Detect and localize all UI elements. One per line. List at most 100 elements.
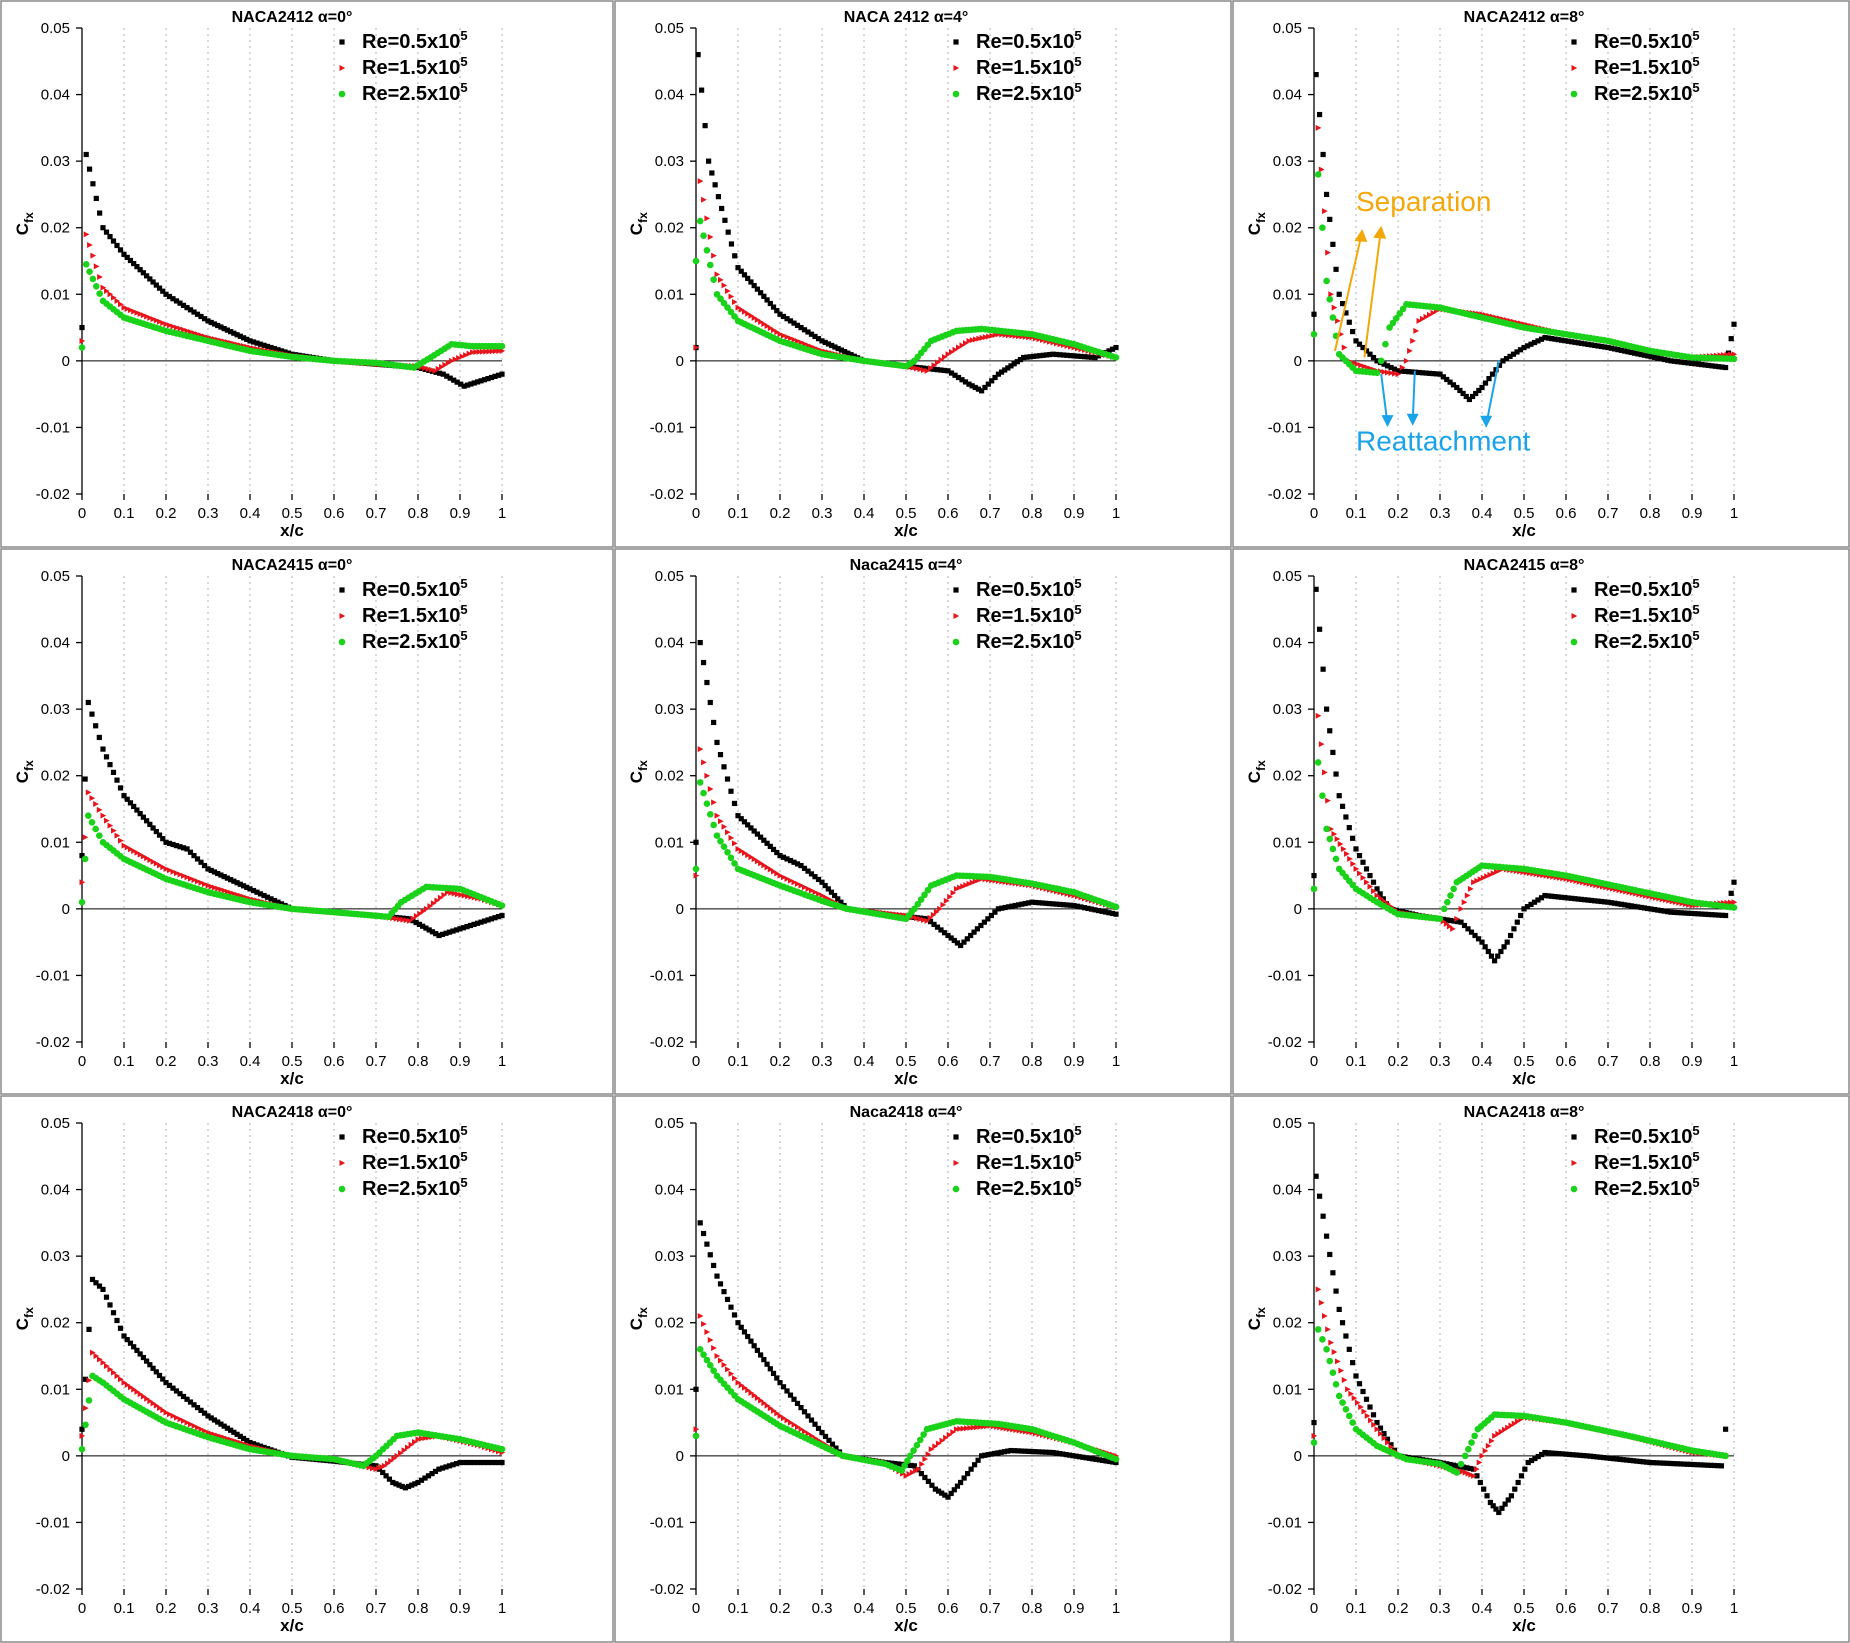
y-tick-label: 0.01	[1273, 286, 1302, 303]
data-point	[211, 1417, 218, 1423]
data-point	[191, 1402, 197, 1408]
y-tick-label: 0.02	[655, 220, 684, 237]
chart-panel-5: 0.050.040.030.020.010-0.01-0.020 0.1 0.2 0.…	[614, 548, 1232, 1095]
data-point	[403, 915, 409, 922]
data-point	[1627, 1457, 1633, 1464]
data-point	[1671, 358, 1678, 364]
data-point	[1113, 911, 1119, 917]
data-point	[124, 1337, 130, 1343]
data-point	[832, 892, 838, 899]
data-point	[788, 1419, 794, 1426]
data-point	[1474, 1473, 1480, 1479]
data-point	[114, 832, 121, 839]
data-point	[917, 366, 924, 373]
data-point	[426, 927, 432, 933]
data-point	[788, 877, 794, 884]
data-point	[150, 316, 157, 323]
data-point	[700, 1351, 707, 1358]
data-point	[938, 367, 944, 373]
data-point	[1085, 354, 1091, 360]
data-point	[700, 789, 707, 797]
y-label-main: C	[13, 1318, 32, 1330]
data-point	[774, 308, 780, 314]
data-point	[751, 856, 758, 863]
reattachment-arrow	[1485, 360, 1500, 425]
data-point	[1015, 1448, 1021, 1454]
data-point	[741, 1384, 748, 1391]
data-point	[979, 388, 985, 394]
data-point	[835, 345, 841, 352]
data-point	[1358, 1404, 1364, 1411]
y-tick-label: -0.02	[36, 1581, 70, 1598]
data-point	[412, 1481, 418, 1487]
data-point	[1026, 900, 1032, 906]
data-point	[1531, 339, 1538, 346]
data-point	[79, 337, 86, 344]
y-label-main: C	[627, 1318, 646, 1330]
data-point	[224, 327, 230, 333]
data-point	[390, 1479, 396, 1486]
data-point	[1562, 895, 1568, 901]
data-point	[795, 338, 801, 345]
x-tick-label: 0.7	[980, 505, 1001, 522]
data-point	[805, 868, 811, 874]
data-point	[221, 325, 227, 332]
data-point	[1367, 351, 1373, 357]
data-point	[1499, 1505, 1505, 1511]
data-point	[1731, 879, 1737, 885]
y-tick-label: -0.01	[650, 967, 684, 984]
data-point	[978, 922, 984, 929]
series-3	[78, 1372, 506, 1470]
data-point	[945, 1494, 951, 1500]
data-point	[140, 1354, 146, 1361]
data-point	[1078, 904, 1084, 910]
data-point	[1595, 898, 1601, 904]
data-point	[941, 367, 948, 374]
y-tick-label: 0.03	[41, 1248, 70, 1265]
y-label-main: C	[1245, 771, 1264, 783]
data-point	[401, 1447, 408, 1454]
data-point	[96, 734, 102, 741]
data-point	[717, 752, 724, 758]
data-point	[950, 889, 957, 896]
data-point	[434, 897, 441, 904]
data-point	[745, 822, 751, 828]
data-point	[1099, 908, 1105, 914]
y-tick-label: 0	[1294, 1448, 1302, 1465]
data-point	[982, 1452, 988, 1458]
data-point	[974, 926, 980, 932]
data-point	[224, 1425, 230, 1431]
data-point	[1057, 352, 1063, 358]
data-point	[748, 825, 754, 831]
data-point	[1631, 350, 1638, 356]
y-tick-label: -0.02	[36, 486, 70, 503]
data-point	[131, 803, 137, 810]
data-point	[1008, 1447, 1014, 1454]
y-tick-label: -0.01	[36, 967, 70, 984]
data-point	[707, 786, 714, 793]
data-point	[100, 284, 107, 291]
data-point	[938, 927, 944, 933]
data-point	[745, 1387, 751, 1394]
data-point	[1310, 1439, 1318, 1446]
data-point	[443, 930, 449, 936]
data-point	[1050, 351, 1056, 357]
data-point	[1559, 1451, 1566, 1457]
data-point	[111, 1369, 117, 1376]
data-point	[1050, 1449, 1056, 1456]
y-tick-label: -0.02	[650, 1034, 684, 1051]
data-point	[93, 195, 99, 202]
data-point	[992, 374, 998, 381]
data-point	[1364, 1412, 1371, 1419]
y-tick-label: 0.04	[41, 635, 70, 652]
legend-exponent: 5	[460, 576, 467, 591]
data-point	[925, 1451, 932, 1458]
data-point	[208, 1415, 214, 1421]
y-tick-label: 0.01	[1273, 834, 1302, 851]
data-point	[1604, 1455, 1610, 1461]
data-point	[1647, 1459, 1653, 1466]
legend-exponent: 5	[1074, 1123, 1081, 1138]
data-point	[488, 374, 495, 381]
data-point	[924, 917, 931, 924]
y-tick-label: 0.03	[41, 153, 70, 170]
